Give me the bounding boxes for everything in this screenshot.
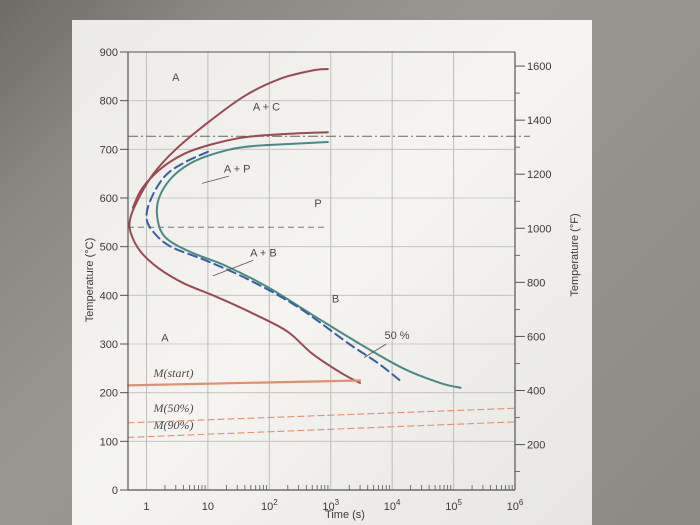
region-label-1: A + C	[253, 101, 280, 113]
martensite-label-2: M(90%)	[152, 418, 193, 432]
y-axis-label-right: Temperature (°F)	[569, 213, 581, 296]
martensite-label-1: M(50%)	[152, 401, 193, 415]
curve-m-start	[126, 379, 362, 387]
y-tick-label-f-5: 1200	[527, 169, 551, 181]
leader-a-plus-b	[212, 259, 254, 277]
leader-fifty-percent	[363, 343, 387, 358]
y-tick-label-c-5: 500	[100, 242, 118, 254]
y-tick-label-f-1: 400	[527, 386, 545, 398]
y-tick-label-f-3: 800	[527, 277, 545, 289]
x-tick-exponent-4: 4	[396, 498, 401, 507]
y-tick-label-c-0: 0	[112, 485, 118, 497]
x-tick-exponent-6: 6	[519, 498, 524, 507]
martensite-label-0: M(start)	[152, 366, 193, 380]
y-tick-label-c-8: 800	[100, 96, 118, 108]
region-label-2: A + P	[224, 164, 251, 176]
y-axis-label-left: Temperature (°C)	[84, 238, 96, 322]
region-label-4: A + B	[250, 247, 277, 259]
x-tick-exponent-2: 2	[273, 498, 278, 507]
curve-bainite-finish	[128, 68, 361, 384]
y-tick-label-f-4: 1000	[527, 223, 551, 235]
y-tick-label-c-9: 900	[100, 47, 118, 59]
y-tick-label-c-1: 100	[100, 436, 118, 448]
paper	[72, 20, 592, 525]
y-tick-label-c-4: 400	[100, 290, 118, 302]
curve-fifty-percent	[145, 150, 404, 384]
x-tick-label-1: 10	[202, 501, 214, 513]
curve-pearlite-finish	[131, 131, 329, 209]
y-tick-label-c-3: 300	[100, 339, 118, 351]
x-tick-exponent-5: 5	[457, 498, 462, 507]
y-tick-label-c-6: 600	[100, 193, 118, 205]
y-tick-label-f-2: 600	[527, 331, 545, 343]
region-label-0: A	[172, 72, 180, 84]
y-tick-label-f-0: 200	[527, 440, 545, 452]
region-label-5: B	[332, 294, 339, 306]
x-tick-label-0: 1	[143, 501, 149, 513]
leader-a-plus-p	[201, 175, 230, 184]
axes: 0 100 200 300 400 500 600 700 800 900 200 400 600 800…	[100, 47, 552, 513]
region-label-7: 50 %	[384, 330, 409, 342]
curve-m-50	[127, 407, 516, 424]
x-axis-label: Time (s)	[325, 509, 365, 521]
region-label-3: P	[314, 198, 321, 210]
y-tick-label-c-7: 700	[100, 144, 118, 156]
y-tick-label-f-6: 1400	[527, 115, 551, 127]
x-tick-exponent-3: 3	[335, 498, 340, 507]
y-tick-label-c-2: 200	[100, 388, 118, 400]
y-tick-label-f-7: 1600	[527, 61, 551, 73]
labels: A A + C A + P P A + B B A 50 % M(start) M(50%) M(9…	[152, 72, 409, 432]
curve-m-90	[127, 421, 516, 438]
reference-lines	[128, 135, 530, 228]
region-label-6: A	[161, 333, 169, 345]
